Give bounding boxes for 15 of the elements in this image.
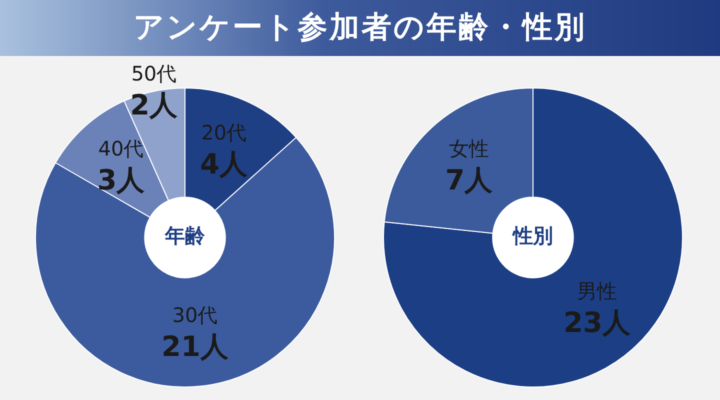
slice-label: 30代 — [172, 302, 218, 327]
data-label: 3人 — [97, 164, 146, 197]
slice-label: 女性 — [448, 136, 489, 161]
text: 性別 — [511, 224, 553, 248]
slice-label: 男性 — [577, 278, 618, 303]
slice-label: 20代 — [201, 120, 247, 144]
text: 年齢 — [164, 224, 206, 248]
slice-label: 50代 — [131, 61, 177, 86]
chart-title: アンケート参加者の年齢・性別 — [0, 0, 720, 56]
data-label: 23人 — [564, 306, 632, 339]
data-label: 7人 — [445, 164, 494, 197]
slice-label: 40代 — [98, 136, 144, 161]
data-label: 21人 — [162, 330, 230, 363]
data-label: 2人 — [130, 88, 179, 122]
data-label: 4人 — [200, 147, 249, 180]
